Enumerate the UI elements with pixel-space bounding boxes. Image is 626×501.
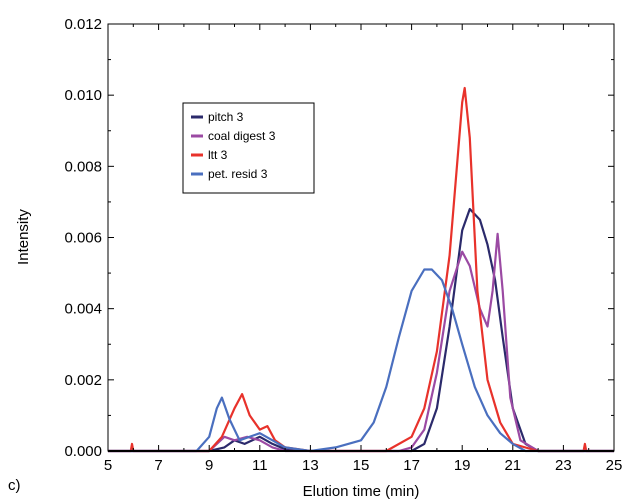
panel-label: c) (8, 477, 21, 494)
x-axis: 5 7 9 11 13 15 17 19 21 23 25 (104, 24, 623, 474)
legend-label: coal digest 3 (208, 129, 276, 143)
y-tick-label: 0.006 (64, 230, 102, 247)
x-tick-label: 15 (353, 457, 370, 474)
plot-area (107, 23, 615, 453)
legend-box (182, 102, 315, 194)
x-tick-label: 7 (154, 457, 162, 474)
x-tick-label: 23 (555, 457, 572, 474)
x-tick-label: 5 (104, 457, 112, 474)
series-line-4 (108, 268, 614, 453)
x-tick-label: 13 (302, 457, 319, 474)
y-tick-label: 0.008 (64, 158, 102, 175)
x-tick-label: 17 (403, 457, 420, 474)
x-tick-label: 9 (205, 457, 213, 474)
x-tick-label: 21 (504, 457, 521, 474)
legend: pitch 3 coal digest 3 ltt 3 pet. resid 3 (182, 102, 315, 194)
series-group (108, 86, 614, 453)
y-tick-label: 0.000 (64, 443, 102, 460)
y-tick-label: 0.010 (64, 87, 102, 104)
legend-label: pet. resid 3 (208, 167, 268, 181)
plot-frame (107, 23, 615, 452)
y-tick-label: 0.012 (64, 16, 102, 33)
y-tick-label: 0.004 (64, 301, 102, 318)
y-axis: 0.000 0.002 0.004 0.006 0.008 0.010 0.012 (64, 16, 614, 460)
x-tick-label: 25 (606, 457, 623, 474)
series-line-1 (108, 207, 614, 453)
series-line-2 (108, 232, 614, 453)
legend-label: pitch 3 (208, 110, 244, 124)
legend-label: ltt 3 (208, 148, 228, 162)
x-tick-label: 19 (454, 457, 471, 474)
y-tick-label: 0.002 (64, 372, 102, 389)
y-axis-title: Intensity (15, 209, 32, 265)
x-tick-label: 11 (252, 457, 268, 474)
x-axis-title: Elution time (min) (303, 483, 420, 500)
